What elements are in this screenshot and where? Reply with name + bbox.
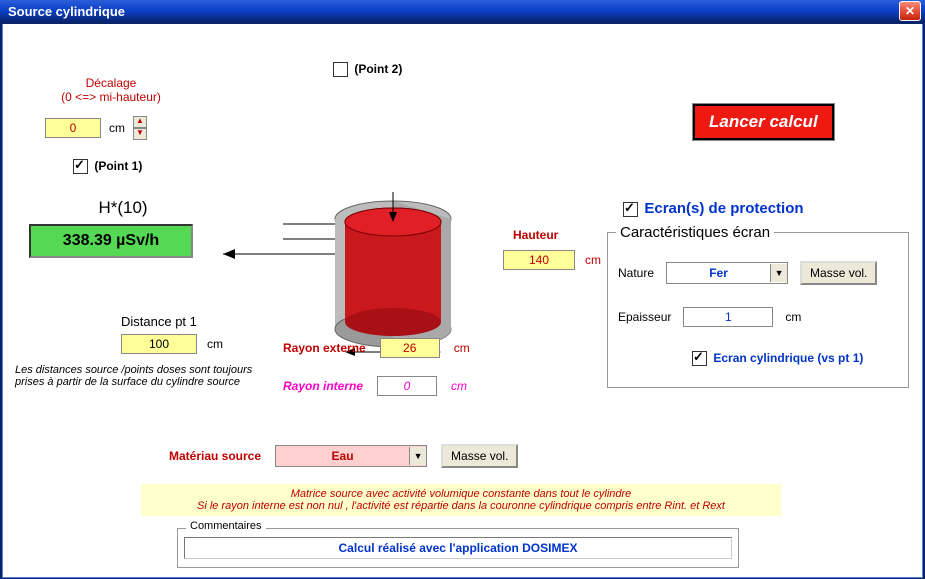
- nature-massevol-button[interactable]: Masse vol.: [800, 261, 877, 285]
- cylinder-diagram: [213, 184, 493, 364]
- materiau-select[interactable]: Eau ▼: [275, 445, 427, 467]
- dist1-input[interactable]: 100: [121, 334, 197, 354]
- chevron-down-icon: ▼: [409, 447, 426, 465]
- materiau-value: Eau: [276, 449, 409, 463]
- note1: Matrice source avec activité volumique c…: [141, 488, 781, 500]
- epaisseur-row: Epaisseur 1 cm: [618, 307, 801, 327]
- rint-input[interactable]: 0: [377, 376, 437, 396]
- materiau-label: Matériau source: [169, 449, 261, 463]
- decalage-input[interactable]: 0: [45, 118, 101, 138]
- spin-down-icon[interactable]: ▼: [133, 128, 147, 140]
- window-title: Source cylindrique: [4, 4, 899, 19]
- epaisseur-label: Epaisseur: [618, 310, 671, 324]
- rext-unit: cm: [454, 341, 470, 355]
- epaisseur-input[interactable]: 1: [683, 307, 773, 327]
- comments-legend: Commentaires: [186, 520, 266, 532]
- point1-checkbox[interactable]: [73, 159, 88, 174]
- window: Source cylindrique ✕ (Point 2) Décalage …: [0, 0, 925, 579]
- decalage-l1: Décalage: [43, 76, 179, 90]
- decalage-l2: (0 <=> mi-hauteur): [43, 90, 179, 104]
- rext-label: Rayon externe: [283, 341, 366, 355]
- decalage-row: 0 cm ▲▼: [45, 116, 147, 140]
- hauteur-label: Hauteur: [513, 228, 558, 242]
- dist1-label: Distance pt 1: [121, 314, 197, 329]
- point2-label: (Point 2): [354, 62, 402, 76]
- point2-row: (Point 2): [333, 62, 402, 77]
- rint-unit: cm: [451, 379, 467, 393]
- ecran-cyl-label: Ecran cylindrique (vs pt 1): [713, 351, 863, 365]
- notes-box: Matrice source avec activité volumique c…: [141, 484, 781, 516]
- ecrans-label: Ecran(s) de protection: [644, 200, 803, 217]
- decalage-title: Décalage (0 <=> mi-hauteur): [43, 76, 179, 104]
- epaisseur-unit: cm: [785, 310, 801, 324]
- dist1-row: 100 cm: [121, 334, 223, 354]
- ecrans-legend: Caractéristiques écran: [616, 224, 774, 241]
- decalage-spinner[interactable]: ▲▼: [133, 116, 147, 140]
- ecran-cyl-checkbox[interactable]: [692, 351, 707, 366]
- rext-row: Rayon externe 26 cm: [283, 338, 470, 358]
- nature-value: Fer: [667, 266, 770, 280]
- nature-row: Nature Fer ▼ Masse vol.: [618, 261, 877, 285]
- close-icon[interactable]: ✕: [899, 1, 921, 21]
- point1-label: (Point 1): [94, 159, 142, 173]
- spin-up-icon[interactable]: ▲: [133, 116, 147, 128]
- launch-button[interactable]: Lancer calcul: [693, 104, 834, 140]
- rint-label: Rayon interne: [283, 379, 363, 393]
- rint-row: Rayon interne 0 cm: [283, 376, 467, 396]
- comments-value[interactable]: Calcul réalisé avec l'application DOSIME…: [184, 537, 732, 559]
- nature-select[interactable]: Fer ▼: [666, 262, 788, 284]
- point2-checkbox[interactable]: [333, 62, 348, 77]
- chevron-down-icon: ▼: [770, 264, 787, 282]
- h10-value: 338.39 µSv/h: [29, 224, 193, 258]
- launch-wrap: Lancer calcul: [693, 104, 834, 140]
- materiau-massevol-button[interactable]: Masse vol.: [441, 444, 518, 468]
- ecrans-check-row: Ecran(s) de protection: [623, 200, 804, 217]
- ecrans-groupbox: Caractéristiques écran Nature Fer ▼ Mass…: [607, 232, 909, 388]
- dist-footnote: Les distances source /points doses sont …: [15, 364, 265, 388]
- titlebar: Source cylindrique ✕: [0, 0, 925, 22]
- dialog-body: (Point 2) Décalage (0 <=> mi-hauteur) 0 …: [2, 24, 923, 578]
- decalage-unit: cm: [109, 121, 125, 135]
- comments-groupbox: Commentaires Calcul réalisé avec l'appli…: [177, 528, 739, 568]
- point1-row: (Point 1): [73, 159, 142, 174]
- rext-input[interactable]: 26: [380, 338, 440, 358]
- nature-label: Nature: [618, 266, 654, 280]
- hauteur-unit: cm: [585, 253, 601, 267]
- h10-label: H*(10): [63, 198, 183, 218]
- note2: Si le rayon interne est non nul , l'acti…: [141, 500, 781, 512]
- hauteur-input[interactable]: 140: [503, 250, 575, 270]
- hauteur-row: 140 cm: [503, 250, 601, 270]
- materiau-row: Matériau source Eau ▼ Masse vol.: [169, 444, 518, 468]
- ecrans-checkbox[interactable]: [623, 202, 638, 217]
- ecran-cyl-row: Ecran cylindrique (vs pt 1): [692, 351, 863, 366]
